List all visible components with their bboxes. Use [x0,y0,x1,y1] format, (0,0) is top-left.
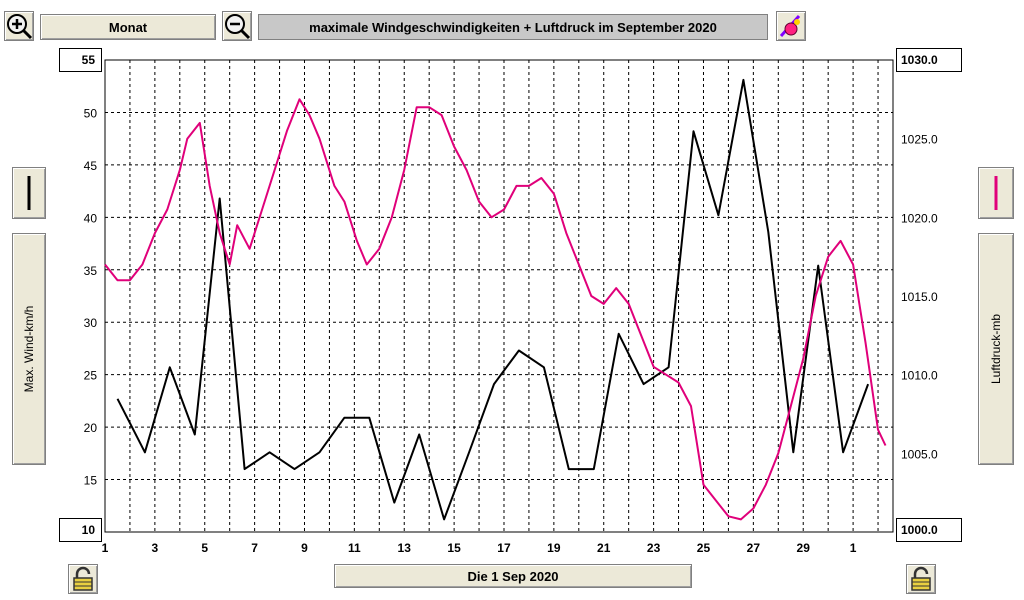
y-axis-min-label: 10 [59,518,102,542]
x-tick-label: 3 [152,541,159,555]
x-tick-label: 1 [850,541,857,555]
x-tick-label: 7 [251,541,258,555]
x-tick-label: 17 [497,541,511,555]
x-tick-label: 9 [301,541,308,555]
x-tick-label: 19 [547,541,561,555]
y2-tick-label: 1010.0 [901,369,938,383]
date-button[interactable]: Die 1 Sep 2020 [334,564,692,588]
y-tick-label: 50 [84,106,98,120]
x-tick-label: 25 [697,541,711,555]
x-tick-label: 13 [398,541,412,555]
y2-axis-max-label: 1030.0 [896,48,962,72]
y2-tick-label: 1005.0 [901,447,938,461]
wind-axis-label-panel: Max. Wind-km/h [12,233,46,465]
color-settings-button[interactable] [776,11,806,41]
x-tick-label: 5 [201,541,208,555]
wind-legend-swatch[interactable] [12,167,46,219]
y-tick-label: 40 [84,211,98,225]
pressure-series-line [104,98,887,521]
lock-right-button[interactable] [906,564,936,594]
y2-tick-label: 1025.0 [901,133,938,147]
y-axis-max-label: 55 [59,48,102,72]
zoom-out-button[interactable] [222,11,252,41]
y2-axis-title: Luftdruck-mb [989,313,1003,385]
zoom-in-icon [7,14,33,40]
wind-series-line [116,78,870,521]
x-tick-label: 1 [102,541,109,555]
pressure-axis-label-panel: Luftdruck-mb [978,233,1014,465]
y-tick-label: 25 [84,369,98,383]
y-axis-title: Max. Wind-km/h [22,305,36,393]
chart-title: maximale Windgeschwindigkeiten + Luftdru… [258,14,768,40]
y-tick-label: 35 [84,264,98,278]
y2-axis-min-label: 1000.0 [896,518,962,542]
x-tick-label: 11 [348,541,361,555]
zoom-in-button[interactable] [4,11,34,41]
lock-icon [73,566,93,591]
pressure-legend-swatch[interactable] [978,167,1014,219]
lock-left-button[interactable] [68,564,98,594]
plot-frame [104,59,894,533]
x-tick-label: 29 [797,541,811,555]
x-tick-label: 23 [647,541,661,555]
y2-tick-label: 1020.0 [901,211,938,225]
y-tick-label: 30 [84,316,98,330]
x-tick-label: 27 [747,541,761,555]
x-tick-label: 15 [447,541,461,555]
paint-palette-icon [779,14,801,38]
y-tick-label: 45 [84,159,98,173]
y-tick-label: 15 [84,474,98,488]
y-tick-label: 20 [84,421,98,435]
y2-tick-label: 1015.0 [901,290,938,304]
period-select-button[interactable]: Monat [40,14,216,40]
zoom-out-icon [225,14,251,40]
x-tick-label: 21 [597,541,611,555]
lock-icon [911,566,931,591]
